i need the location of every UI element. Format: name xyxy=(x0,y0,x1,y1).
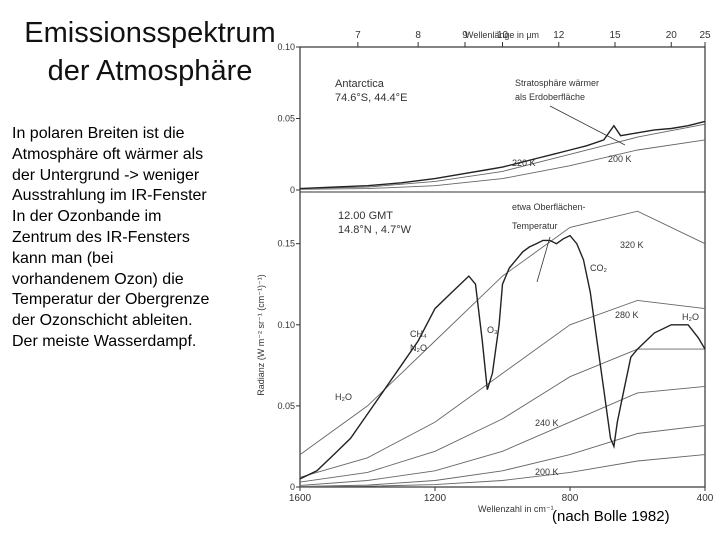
spectrum-line xyxy=(299,234,706,480)
annotation-text: Temperatur xyxy=(512,221,558,231)
planck-curve-label: 240 K xyxy=(535,418,559,428)
top-axis-tick-label: 20 xyxy=(666,30,678,41)
x-axis-tick-label: 400 xyxy=(697,493,714,504)
annotation-arrow xyxy=(536,236,551,283)
y-axis-tick-label: 0.10 xyxy=(277,42,295,52)
top-axis-tick-label: 25 xyxy=(699,30,711,41)
body-line: In der Ozonbande im xyxy=(12,208,162,226)
panel-label: 14.8°N , 4.7°W xyxy=(338,224,412,236)
plot-frame xyxy=(299,46,706,488)
annotation-arrow xyxy=(549,105,626,146)
planck-curve xyxy=(299,348,705,483)
x-axis-tick-label: 1600 xyxy=(289,493,312,504)
band-label: H₂O xyxy=(335,392,352,402)
body-line: Zentrum des IR-Fensters xyxy=(12,228,190,246)
panel-label: 74.6°S, 44.4°E xyxy=(335,92,407,104)
top-axis-label: Wellenlänge in µm xyxy=(465,30,539,40)
band-label: CH₄ xyxy=(410,329,427,339)
y-axis-tick-label: 0 xyxy=(290,185,295,195)
band-label: N₂O xyxy=(410,343,427,353)
band-label: O₃ xyxy=(487,325,498,335)
planck-curve-label: 280 K xyxy=(615,310,639,320)
top-axis-tick-label: 9 xyxy=(462,30,468,41)
y-axis-tick-label: 0.05 xyxy=(277,401,295,411)
body-line: der Ozonschicht ableiten. xyxy=(12,312,193,330)
y-axis-tick-label: 0.05 xyxy=(277,114,295,124)
annotation-text: etwa Oberflächen- xyxy=(512,202,586,212)
body-line: Ausstrahlung im IR-Fenster xyxy=(12,187,207,205)
x-axis-tick-label: 800 xyxy=(562,493,579,504)
planck-curve-label: 200 K xyxy=(535,467,559,477)
body-line: der Untergrund -> weniger xyxy=(12,166,200,184)
y-axis-tick-label: 0.10 xyxy=(277,320,295,330)
planck-curve-label: 220 K xyxy=(512,158,536,168)
emission-spectrum-figure: 7 8 9 10 12 15 20 25 Wellenlänge in µm 1600 1200 80… xyxy=(256,30,714,514)
body-line: In polaren Breiten ist die xyxy=(12,125,185,142)
body-line: Temperatur der Obergrenze xyxy=(12,291,210,309)
top-axis-tick-label: 10 xyxy=(497,30,509,41)
slide-title: Emissionsspektrum der Atmosphäre xyxy=(14,14,286,90)
planck-curve xyxy=(299,424,706,487)
annotation-text: Stratosphäre wärmer xyxy=(515,78,599,88)
planck-curve xyxy=(299,139,706,190)
body-line: Atmosphäre oft wärmer als xyxy=(12,145,204,163)
planck-curve xyxy=(299,385,706,486)
annotation-text: als Erdoberfläche xyxy=(515,92,585,102)
top-axis-tick-label: 7 xyxy=(355,30,361,41)
body-line: vorhandenem Ozon) die xyxy=(12,270,184,288)
source-caption: (nach Bolle 1982) xyxy=(552,508,670,525)
band-label: CO₂ xyxy=(590,263,608,273)
planck-curve xyxy=(299,210,706,455)
spectrum-line xyxy=(299,120,706,190)
y-axis-label: Radianz (W m⁻² sr⁻¹ (cm⁻¹)⁻¹) xyxy=(256,274,266,396)
top-axis-tick-label: 8 xyxy=(415,30,421,41)
y-axis-tick-label: 0.15 xyxy=(277,239,295,249)
slide-body: In polaren Breiten ist die Atmosphäre of… xyxy=(12,124,252,353)
top-axis-tick-label: 15 xyxy=(609,30,621,41)
planck-curve xyxy=(299,454,706,488)
x-axis-tick-label: 1200 xyxy=(424,493,447,504)
panel-label: Antarctica xyxy=(335,78,385,90)
planck-curve xyxy=(299,123,706,190)
top-axis-tick-label: 12 xyxy=(553,30,565,41)
title-line-2: der Atmosphäre xyxy=(47,55,253,87)
planck-curve xyxy=(299,299,706,478)
y-axis-tick-label: 0 xyxy=(290,482,295,492)
body-line: kann man (bei xyxy=(12,249,114,267)
body-line: Der meiste Wasserdampf. xyxy=(12,332,197,350)
title-line-1: Emissionsspektrum xyxy=(24,17,276,49)
x-axis-label: Wellenzahl in cm⁻¹ xyxy=(478,504,554,514)
planck-curve-label: 320 K xyxy=(620,240,644,250)
planck-curve-label: 200 K xyxy=(608,154,632,164)
panel-label: 12.00 GMT xyxy=(338,210,393,222)
band-label: H₂O xyxy=(682,312,699,322)
